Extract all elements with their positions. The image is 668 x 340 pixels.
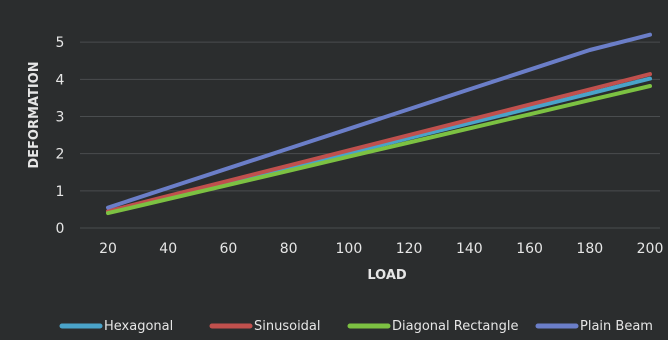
series-line-3 <box>106 32 652 210</box>
x-tick-label-1: 40 <box>159 241 177 257</box>
legend-label-2: Diagonal Rectangle <box>392 319 519 334</box>
x-tick-label-6: 140 <box>456 241 483 257</box>
series-line-2 <box>106 84 652 216</box>
y-tick-label-2: 2 <box>56 147 65 163</box>
x-tick-label-7: 160 <box>516 241 543 257</box>
y-tick-label-0: 0 <box>56 221 65 237</box>
x-tick-label-0: 20 <box>99 241 117 257</box>
x-tick-label-2: 60 <box>220 241 238 257</box>
y-tick-label-5: 5 <box>56 35 65 51</box>
y-tick-label-4: 4 <box>56 72 65 88</box>
legend-label-1: Sinusoidal <box>254 319 321 334</box>
y-tick-label-1: 1 <box>56 184 65 200</box>
y-axis-title: DEFORMATION <box>27 61 42 168</box>
x-tick-label-9: 200 <box>637 241 664 257</box>
legend-label-3: Plain Beam <box>580 319 653 334</box>
x-tick-label-3: 80 <box>280 241 298 257</box>
x-axis-title: LOAD <box>367 268 407 283</box>
legend-label-0: Hexagonal <box>104 319 173 334</box>
x-tick-label-8: 180 <box>576 241 603 257</box>
series-layer <box>106 32 652 216</box>
legend: Hexagonal Sinusoidal Diagonal Rectangle Pla… <box>59 319 653 334</box>
x-tick-label-4: 100 <box>336 241 363 257</box>
y-axis-ticks: 0 1 2 3 4 5 <box>56 35 65 237</box>
x-tick-label-5: 120 <box>396 241 423 257</box>
x-axis-ticks: 20 40 60 80 100 120 140 160 180 200 <box>99 241 663 257</box>
y-tick-label-3: 3 <box>56 110 65 126</box>
series-line-1 <box>106 72 652 214</box>
